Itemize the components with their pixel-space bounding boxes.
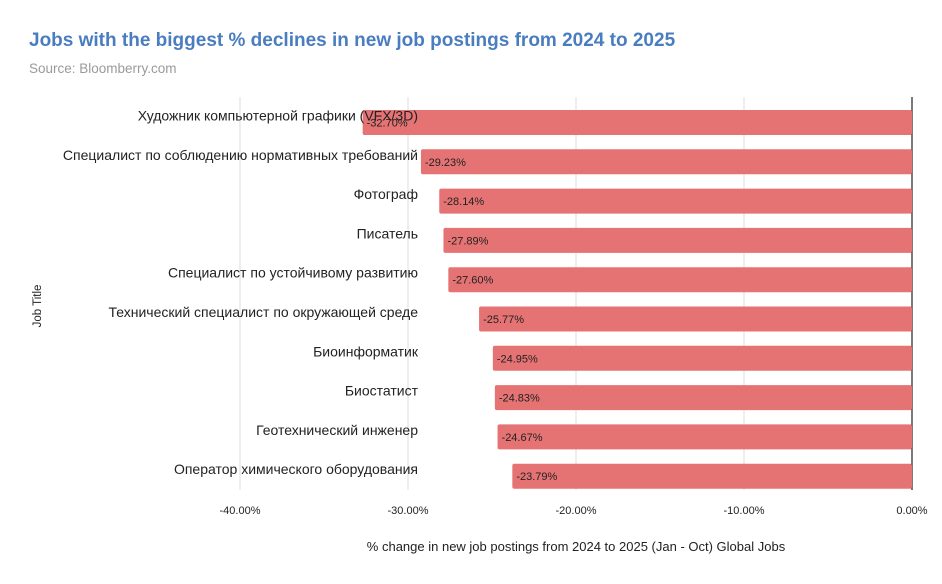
data-label: -24.83% xyxy=(499,393,540,405)
x-tick-label: -20.00% xyxy=(556,505,597,517)
data-label: -23.79% xyxy=(516,471,557,483)
bar xyxy=(497,424,912,450)
data-label: -32.70% xyxy=(367,118,408,130)
bar xyxy=(492,345,912,371)
x-tick-label: -40.00% xyxy=(220,505,261,517)
category-label: Специалист по соблюдению нормативных тре… xyxy=(63,147,418,163)
bar xyxy=(439,188,912,214)
bar xyxy=(494,385,912,411)
chart-subtitle: Source: Bloomberry.com xyxy=(29,61,177,76)
data-label: -29.23% xyxy=(425,157,466,169)
bar xyxy=(479,306,912,332)
category-label: Биоинформатик xyxy=(313,343,419,359)
category-label: Специалист по устойчивому развитию xyxy=(168,265,418,281)
data-label: -27.89% xyxy=(447,235,488,247)
category-label: Писатель xyxy=(357,225,418,241)
category-label: Художник компьютерной графики (VFX/3D) xyxy=(138,108,418,124)
data-label: -24.67% xyxy=(502,432,543,444)
data-label: -24.95% xyxy=(497,353,538,365)
bar xyxy=(512,463,912,489)
category-label: Технический специалист по окружающей сре… xyxy=(109,304,419,320)
bar xyxy=(420,149,912,175)
category-label: Фотограф xyxy=(354,186,418,202)
data-label: -25.77% xyxy=(483,314,524,326)
x-tick-label: -30.00% xyxy=(388,505,429,517)
x-axis-title: % change in new job postings from 2024 t… xyxy=(367,539,786,554)
x-tick-label: -10.00% xyxy=(724,505,765,517)
category-label: Геотехнический инженер xyxy=(256,422,418,438)
bar xyxy=(448,267,912,293)
chart-title: Jobs with the biggest % declines in new … xyxy=(29,30,676,51)
x-tick-label: 0.00% xyxy=(896,505,927,517)
category-label: Биостатист xyxy=(345,383,419,399)
y-axis-title: Job Title xyxy=(32,285,44,328)
data-label: -27.60% xyxy=(452,275,493,287)
bar xyxy=(362,110,912,135)
data-label: -28.14% xyxy=(443,196,484,208)
category-label: Оператор химического оборудования xyxy=(174,461,418,477)
bar xyxy=(443,227,912,253)
